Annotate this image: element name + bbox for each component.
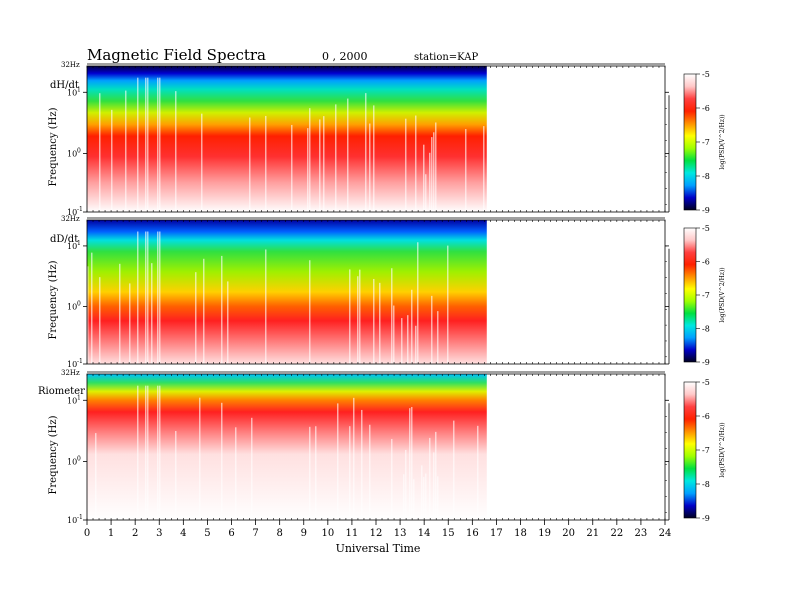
x-tick-label: 0 — [84, 528, 90, 539]
colorbar-tick: -5 — [702, 224, 710, 233]
x-tick-label: 10 — [321, 528, 334, 539]
y-tick-label: 10 — [67, 208, 77, 217]
x-tick-label: 18 — [514, 528, 527, 539]
spectrogram-texture — [87, 231, 449, 364]
x-tick-label: 19 — [538, 528, 551, 539]
colorbar-tick: -8 — [702, 325, 710, 334]
colorbar-label: log(PSD(V^2/Hz)) — [719, 114, 726, 169]
x-tick-label: 2 — [132, 528, 138, 539]
y-tick-exponent: 0 — [77, 456, 81, 463]
x-tick-label: 16 — [466, 528, 479, 539]
panel-label: dD/dt — [50, 234, 78, 245]
y-tick-exponent: 1 — [77, 394, 81, 401]
y-tick-exponent: -1 — [77, 206, 83, 213]
x-tick-label: 11 — [346, 528, 359, 539]
spectrogram-body — [87, 66, 487, 212]
x-axis-label: Universal Time — [336, 542, 421, 555]
x-tick-label: 23 — [635, 528, 648, 539]
y-tick-exponent: 0 — [77, 148, 81, 155]
x-tick-label: 13 — [394, 528, 407, 539]
spectrogram-body — [87, 374, 487, 520]
top-frequency-label: 32Hz — [61, 61, 80, 69]
x-tick-label: 24 — [659, 528, 672, 539]
colorbar-tick: -5 — [702, 378, 710, 387]
x-tick-label: 7 — [252, 528, 258, 539]
colorbar-tick: -5 — [702, 70, 710, 79]
y-tick-exponent: 1 — [77, 240, 81, 247]
y-tick-label: 10 — [67, 396, 77, 405]
y-tick-label: 10 — [67, 88, 77, 97]
colorbar-tick: -9 — [702, 358, 710, 367]
x-tick-label: 9 — [301, 528, 307, 539]
y-tick-exponent: -1 — [77, 514, 83, 521]
spectrogram-texture — [95, 385, 479, 520]
date-label: 0 , 2000 — [322, 50, 367, 63]
x-tick-label: 20 — [562, 528, 575, 539]
x-tick-label: 6 — [228, 528, 234, 539]
y-tick-label: 10 — [67, 150, 77, 159]
y-tick-label: 10 — [67, 302, 77, 311]
y-tick-label: 10 — [67, 242, 77, 251]
colorbar-tick: -7 — [702, 291, 710, 300]
x-tick-label: 1 — [108, 528, 114, 539]
x-tick-label: 8 — [276, 528, 282, 539]
station-label: station=KAP — [414, 52, 478, 63]
x-tick-label: 22 — [610, 528, 623, 539]
colorbar — [683, 381, 697, 519]
panel-label: dH/dt — [50, 80, 79, 91]
panel-label: Riometer — [38, 386, 85, 397]
x-tick-label: 21 — [586, 528, 599, 539]
figure-title: Magnetic Field Spectra — [87, 46, 266, 64]
x-axis: 0 1 2 3 4 5 6 7 8 9 10 11 12 13 14 15 16 17 18 19 20 21 22 23 24 — [84, 520, 672, 539]
top-frequency-label: 32Hz — [61, 215, 80, 223]
y-tick-exponent: 0 — [77, 300, 81, 307]
colorbar-tick: -6 — [702, 412, 710, 421]
y-tick-label: 10 — [67, 516, 77, 525]
x-tick-label: 4 — [180, 528, 186, 539]
y-tick-label: 10 — [67, 360, 77, 369]
top-frequency-label: 32Hz — [61, 369, 80, 377]
spectrogram-body — [87, 220, 487, 364]
x-tick-label: 15 — [442, 528, 455, 539]
y-axis-label: Frequency (Hz) — [48, 107, 59, 186]
colorbar-tick: -7 — [702, 138, 710, 147]
colorbar — [683, 73, 697, 211]
colorbar-tick: -7 — [702, 446, 710, 455]
colorbar — [683, 227, 697, 363]
y-axis-label: Frequency (Hz) — [48, 260, 59, 339]
colorbar-tick: -8 — [702, 172, 710, 181]
colorbar-label: log(PSD(V^2/Hz)) — [719, 267, 726, 322]
colorbar-tick: -9 — [702, 514, 710, 523]
colorbar-tick: -6 — [702, 104, 710, 113]
x-tick-label: 14 — [418, 528, 431, 539]
colorbar-label: log(PSD(V^2/Hz)) — [719, 422, 726, 477]
y-tick-exponent: 1 — [77, 86, 81, 93]
y-tick-exponent: -1 — [77, 358, 83, 365]
x-tick-label: 17 — [490, 528, 503, 539]
x-tick-label: 5 — [204, 528, 210, 539]
x-tick-label: 12 — [370, 528, 383, 539]
y-axis-label: Frequency (Hz) — [48, 415, 59, 494]
x-tick-label: 3 — [156, 528, 162, 539]
colorbar-tick: -8 — [702, 480, 710, 489]
y-tick-label: 10 — [67, 458, 77, 467]
spectrogram-texture — [99, 77, 485, 213]
colorbar-tick: -6 — [702, 258, 710, 267]
colorbar-tick: -9 — [702, 206, 710, 215]
